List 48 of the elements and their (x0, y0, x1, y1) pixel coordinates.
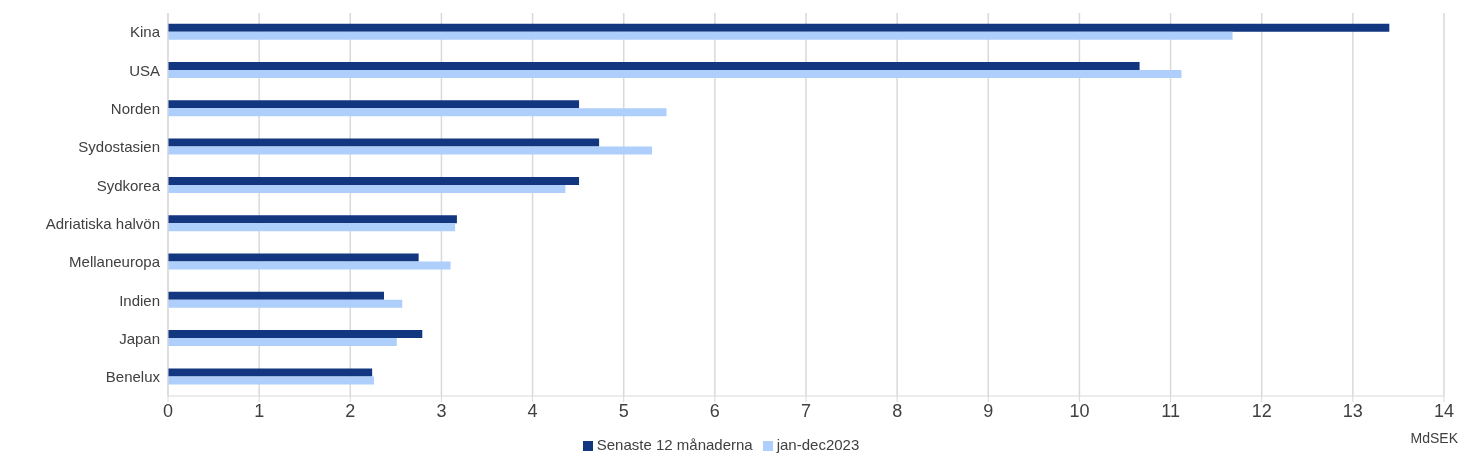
legend-label: jan-dec2023 (776, 436, 860, 453)
x-tick-label: 9 (983, 400, 994, 421)
bar (168, 184, 566, 193)
bar (168, 62, 1140, 71)
bar (168, 261, 451, 270)
bar (168, 23, 1390, 32)
x-tick-label: 12 (1251, 400, 1272, 421)
bar (168, 108, 667, 117)
bar (168, 31, 1233, 40)
x-tick-label: 11 (1161, 400, 1180, 421)
bar (168, 368, 373, 377)
bar (168, 138, 600, 147)
x-tick-label: 10 (1069, 400, 1090, 421)
bar (168, 338, 397, 347)
bar (168, 100, 580, 109)
bar (168, 376, 374, 385)
x-tick-label: 6 (709, 400, 720, 421)
bar (168, 330, 423, 339)
y-tick-label: Adriatiska halvön (45, 214, 160, 232)
y-tick-label: Sydostasien (78, 138, 160, 156)
bar (168, 291, 385, 300)
x-tick-label: 13 (1342, 400, 1363, 421)
bar (168, 223, 456, 232)
bar (168, 176, 580, 185)
y-tick-label: Benelux (105, 368, 161, 386)
x-tick-label: 2 (345, 400, 356, 421)
y-tick-label: Sydkorea (96, 176, 161, 194)
y-tick-label: Indien (119, 291, 160, 309)
x-axis-title: MdSEK (1410, 430, 1458, 446)
x-tick-label: 0 (162, 400, 174, 421)
bar (168, 215, 457, 224)
x-tick-label: 3 (436, 400, 447, 421)
bar (168, 299, 403, 308)
x-tick-label: 8 (892, 400, 903, 421)
y-tick-label: Norden (110, 100, 160, 118)
y-tick-label: Japan (119, 329, 160, 347)
y-tick-label: USA (129, 61, 160, 79)
x-tick-label: 1 (254, 400, 265, 421)
bar (168, 253, 419, 262)
y-tick-label: Kina (129, 23, 161, 41)
legend-label: Senaste 12 månaderna (596, 436, 753, 453)
x-tick-label: 14 (1433, 400, 1455, 421)
x-tick-label: 7 (800, 400, 812, 421)
bar (168, 70, 1182, 79)
y-tick-label: Mellaneuropa (69, 253, 161, 271)
x-tick-label: 4 (527, 400, 538, 421)
x-tick-label: 5 (618, 400, 629, 421)
bar (168, 146, 652, 155)
